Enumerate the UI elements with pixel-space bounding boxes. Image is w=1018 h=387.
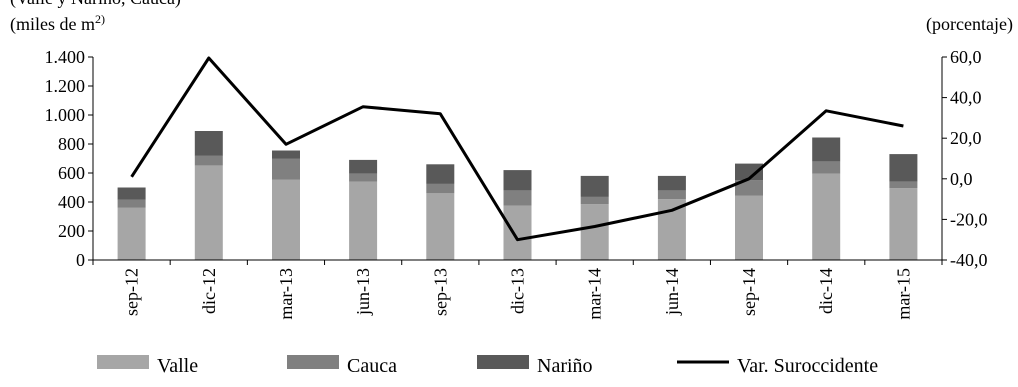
x-tick-label-3: jun-13 (353, 268, 373, 316)
x-tick-label-6: mar-14 (585, 268, 605, 320)
bar-cauca-5 (503, 190, 532, 206)
x-tick-label-1: dic-12 (199, 268, 219, 314)
right-tick-label-0: 60,0 (950, 47, 982, 67)
bar-valle-2 (272, 179, 300, 260)
left-tick-label-0: 1.400 (45, 47, 86, 67)
legend-label-cauca: Cauca (347, 355, 397, 377)
right-tick-label-4: -20,0 (950, 209, 988, 229)
bar-cauca-1 (194, 155, 223, 166)
bar-cauca-6 (580, 196, 609, 205)
bar-valle-8 (735, 195, 763, 260)
left-axis-label: (miles de m2) (10, 12, 105, 35)
x-tick-label-4: sep-13 (430, 268, 450, 316)
x-tick-label-10: mar-15 (893, 268, 913, 320)
left-tick-label-2: 1.000 (45, 105, 86, 125)
bar-nari-o-5 (503, 170, 532, 191)
bar-cauca-0 (117, 199, 146, 208)
bar-valle-0 (117, 207, 146, 260)
bar-valle-6 (580, 204, 609, 260)
bar-cauca-3 (349, 173, 378, 182)
left-tick-label-5: 400 (58, 192, 85, 212)
right-tick-label-2: 20,0 (950, 128, 982, 148)
bar-nari-o-3 (349, 159, 378, 174)
bar-valle-3 (349, 181, 378, 260)
right-axis-label: (porcentaje) (926, 14, 1013, 35)
bar-valle-4 (426, 193, 455, 260)
bar-valle-1 (194, 165, 223, 261)
bar-cauca-4 (426, 183, 455, 194)
bar-cauca-2 (272, 158, 300, 180)
x-tick-label-7: jun-14 (662, 268, 682, 316)
cropped-top-text: (Valle y Nariño, Cauca) (10, 0, 181, 9)
bar-valle-5 (503, 205, 532, 260)
bar-nari-o-9 (812, 137, 841, 162)
bar-valle-9 (812, 173, 841, 260)
bar-nari-o-4 (426, 164, 455, 184)
bar-nari-o-7 (657, 175, 686, 191)
bar-cauca-8 (735, 180, 763, 196)
left-tick-label-4: 600 (58, 163, 85, 183)
x-tick-label-5: dic-13 (508, 268, 528, 314)
left-tick-label-7: 0 (76, 250, 85, 270)
bar-cauca-9 (812, 161, 841, 174)
legend-swatch-valle (97, 355, 149, 369)
x-tick-label-0: sep-12 (122, 268, 142, 316)
bar-nari-o-0 (117, 187, 146, 200)
right-tick-label-5: -40,0 (950, 250, 988, 270)
bar-cauca-7 (657, 190, 686, 200)
left-tick-label-1: 1.200 (45, 76, 86, 96)
bar-nari-o-1 (194, 131, 223, 156)
legend-label-valle: Valle (157, 355, 198, 377)
left-tick-label-6: 200 (58, 221, 85, 241)
bar-nari-o-6 (580, 175, 609, 197)
legend-swatch-nari-o (477, 355, 529, 369)
bar-valle-7 (657, 199, 686, 260)
bar-valle-10 (889, 188, 918, 260)
legend-label-nari-o: Nariño (537, 355, 593, 377)
left-tick-label-3: 800 (58, 134, 85, 154)
right-tick-label-1: 40,0 (950, 88, 982, 108)
bar-cauca-10 (889, 181, 918, 189)
x-tick-label-2: mar-13 (276, 268, 296, 320)
plot-area: 1.400 1.200 1.000 800 600 400 200 0 60,0 40,0 20,0… (45, 47, 988, 320)
right-tick-label-3: 0,0 (950, 169, 973, 189)
x-tick-label-9: dic-14 (816, 268, 836, 314)
bar-nari-o-8 (735, 163, 763, 181)
bar-nari-o-2 (272, 150, 300, 159)
bar-nari-o-10 (889, 154, 918, 182)
legend-label-var-suroccidente: Var. Suroccidente (737, 355, 878, 377)
line-var-suroccidente (130, 56, 904, 242)
legend-swatch-cauca (287, 355, 339, 369)
legend: Valle Cauca Nariño Var. Suroccidente (97, 355, 878, 377)
x-tick-label-8: sep-14 (739, 268, 759, 316)
